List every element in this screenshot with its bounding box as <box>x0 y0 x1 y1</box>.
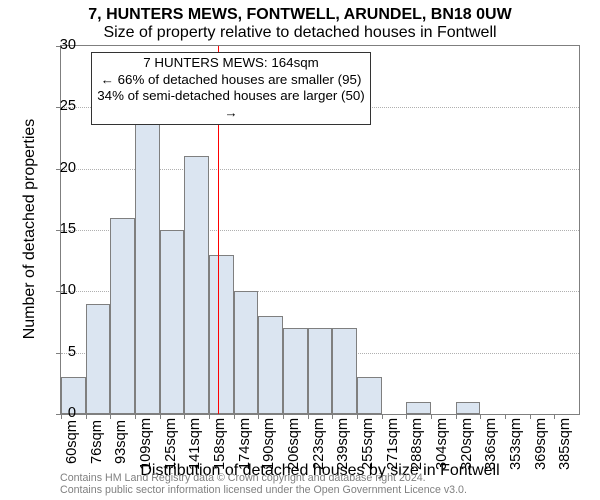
xtick-label: 353sqm <box>508 420 524 470</box>
histogram-bar <box>406 402 431 414</box>
xtick-label: 93sqm <box>113 420 129 470</box>
histogram-bar <box>184 156 209 414</box>
xtick-label: 304sqm <box>434 420 450 470</box>
xtick-label: 320sqm <box>459 420 475 470</box>
xtick-mark <box>480 414 481 419</box>
xtick-label: 255sqm <box>360 420 376 470</box>
histogram-bar <box>456 402 481 414</box>
footer-line-2: Contains public sector information licen… <box>60 484 467 496</box>
ytick-label: 15 <box>46 221 76 237</box>
xtick-label: 109sqm <box>138 420 154 470</box>
histogram-bar <box>308 328 333 414</box>
xtick-mark <box>135 414 136 419</box>
xtick-label: 174sqm <box>237 420 253 470</box>
histogram-bar <box>110 218 135 414</box>
ytick-label: 5 <box>46 344 76 360</box>
xtick-mark <box>406 414 407 419</box>
xtick-label: 60sqm <box>64 420 80 470</box>
xtick-mark <box>209 414 210 419</box>
xtick-label: 288sqm <box>409 420 425 470</box>
xtick-mark <box>283 414 284 419</box>
ytick-label: 10 <box>46 282 76 298</box>
xtick-label: 239sqm <box>335 420 351 470</box>
xtick-mark <box>382 414 383 419</box>
xtick-label: 369sqm <box>533 420 549 470</box>
histogram-bar <box>258 316 283 414</box>
xtick-label: 141sqm <box>187 420 203 470</box>
histogram-bar <box>86 304 111 414</box>
xtick-label: 271sqm <box>385 420 401 470</box>
annotation-box: 7 HUNTERS MEWS: 164sqm← 66% of detached … <box>91 52 371 125</box>
xtick-label: 190sqm <box>261 420 277 470</box>
annotation-line: 7 HUNTERS MEWS: 164sqm <box>96 55 366 72</box>
ytick-label: 30 <box>46 37 76 53</box>
plot-area: 7 HUNTERS MEWS: 164sqm← 66% of detached … <box>60 45 580 415</box>
xtick-mark <box>554 414 555 419</box>
xtick-mark <box>110 414 111 419</box>
ytick-label: 0 <box>46 405 76 421</box>
xtick-label: 336sqm <box>483 420 499 470</box>
histogram-bar <box>209 255 234 414</box>
annotation-line: 34% of semi-detached houses are larger (… <box>96 88 366 121</box>
ytick-label: 25 <box>46 98 76 114</box>
histogram-bar <box>135 107 160 414</box>
xtick-mark <box>332 414 333 419</box>
xtick-mark <box>505 414 506 419</box>
chart-title: 7, HUNTERS MEWS, FONTWELL, ARUNDEL, BN18… <box>0 6 600 24</box>
xtick-mark <box>234 414 235 419</box>
ytick-label: 20 <box>46 160 76 176</box>
histogram-bar <box>283 328 308 414</box>
xtick-mark <box>258 414 259 419</box>
xtick-mark <box>160 414 161 419</box>
annotation-line: ← 66% of detached houses are smaller (95… <box>96 72 366 89</box>
histogram-bar <box>332 328 357 414</box>
histogram-bar <box>234 291 259 414</box>
xtick-mark <box>357 414 358 419</box>
chart-subtitle: Size of property relative to detached ho… <box>0 24 600 42</box>
y-axis-label: Number of detached properties <box>21 69 39 389</box>
xtick-mark <box>184 414 185 419</box>
xtick-label: 76sqm <box>89 420 105 470</box>
xtick-mark <box>308 414 309 419</box>
chart-container: { "chart": { "type": "histogram", "title… <box>0 0 600 500</box>
xtick-mark <box>86 414 87 419</box>
xtick-mark <box>530 414 531 419</box>
footer-attribution: Contains HM Land Registry data © Crown c… <box>60 472 467 496</box>
histogram-bar <box>160 230 185 414</box>
xtick-label: 223sqm <box>311 420 327 470</box>
xtick-mark <box>431 414 432 419</box>
histogram-bar <box>357 377 382 414</box>
xtick-label: 385sqm <box>557 420 573 470</box>
xtick-label: 125sqm <box>163 420 179 470</box>
footer-line-1: Contains HM Land Registry data © Crown c… <box>60 472 467 484</box>
xtick-mark <box>456 414 457 419</box>
xtick-label: 206sqm <box>286 420 302 470</box>
xtick-label: 158sqm <box>212 420 228 470</box>
